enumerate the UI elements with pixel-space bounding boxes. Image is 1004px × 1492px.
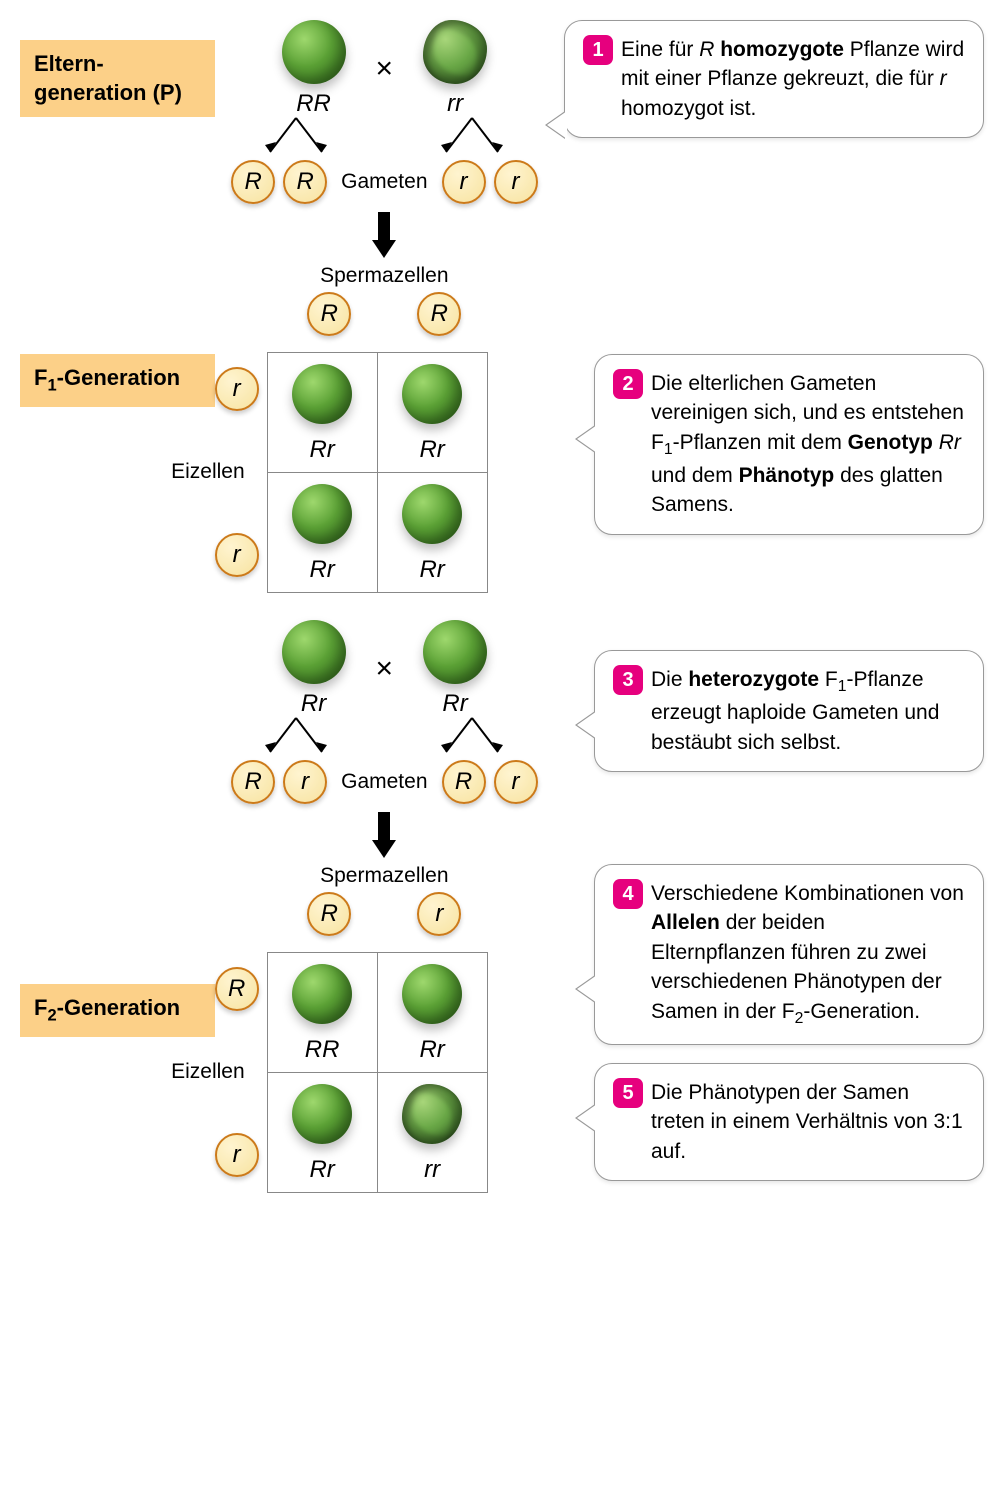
f1-punnett-row: F1-Generation Spermazellen R R r Eizelle… [20,264,984,602]
punnett-cell: Rr [267,472,377,592]
punnett-cell: rr [377,1072,487,1192]
gamete-R: R [283,160,327,204]
cross-symbol: × [376,652,394,686]
callout-badge-1: 1 [583,35,613,65]
callout-text-4: Verschiedene Kombina­tionen von Allelen … [651,879,965,1030]
pea-smooth [402,364,462,424]
punnett-cell: Rr [377,352,487,472]
arrow-down-icon [378,812,390,840]
sperm-gamete: R [307,892,351,936]
sperm-gamete: R [417,292,461,336]
gamete-r: r [494,160,538,204]
callout-badge-2: 2 [613,369,643,399]
f2-generation-label: F2-Generation [20,984,215,1037]
p-parent2-pea-wrinkled [423,20,487,84]
split-arrow-icon [432,714,512,760]
arrow-down-icon [378,212,390,240]
pea-smooth [402,964,462,1024]
callout-1: 1 Eine für R homozygote Pflanze wird mit… [564,20,984,138]
callout-5: 5 Die Phänotypen der Samen treten in ein… [594,1063,984,1181]
egg-gamete: r [215,1133,259,1177]
sperm-gamete: r [417,892,461,936]
split-arrow-icon [432,114,512,160]
callout-3: 3 Die heterozygote F1-Pflanze erzeugt ha… [594,650,984,772]
f1-self-cross-row: Rr × Rr R r Gameten R r 3 [20,620,984,858]
p-generation-row: Eltern-generation (P) RR × rr R R Gamete… [20,20,984,258]
eizellen-label: Eizellen [171,460,245,484]
callout-text-3: Die heterozygote F1-Pflanze erzeugt hapl… [651,665,965,757]
gamete-r: r [283,760,327,804]
egg-gamete: r [215,367,259,411]
punnett-cell: Rr [267,1072,377,1192]
punnett-cell: RR [267,952,377,1072]
split-arrow-icon [256,114,336,160]
gameten-label: Gameten [341,770,427,794]
arrow-down-icon [372,240,396,258]
p-generation-label: Eltern-generation (P) [20,40,215,117]
pea-smooth [402,484,462,544]
callout-badge-3: 3 [613,665,643,695]
spermazellen-label: Spermazellen [215,264,554,288]
gameten-label: Gameten [341,170,427,194]
egg-gamete: r [215,533,259,577]
gamete-R: R [231,160,275,204]
f2-punnett-row: F2-Generation Spermazellen R r R Eizelle… [20,864,984,1202]
gamete-R: R [442,760,486,804]
pea-smooth [292,964,352,1024]
callout-badge-4: 4 [613,879,643,909]
f2-punnett-square: RR Rr Rr rr [267,952,488,1193]
sperm-gamete: R [307,292,351,336]
p-parent1-pea-smooth [282,20,346,84]
cross-symbol: × [376,52,394,86]
pea-wrinkled [402,1084,462,1144]
pea-smooth [292,1084,352,1144]
pea-smooth [292,484,352,544]
callout-text-2: Die elterlichen Gameten vereinigen sich,… [651,369,965,520]
gamete-R: R [231,760,275,804]
f1-parent1-pea-smooth [282,620,346,684]
spermazellen-label: Spermazellen [215,864,554,888]
f1-punnett-square: Rr Rr Rr Rr [267,352,488,593]
f1-generation-label: F1-Generation [20,354,215,407]
callout-2: 2 Die elterlichen Gameten vereinigen sic… [594,354,984,535]
gamete-r: r [442,160,486,204]
gamete-r: r [494,760,538,804]
eizellen-label: Eizellen [171,1060,245,1084]
punnett-cell: Rr [267,352,377,472]
f1-parent2-pea-smooth [423,620,487,684]
callout-text-1: Eine für R homozygote Pflanze wird mit e… [621,35,965,123]
pea-smooth [292,364,352,424]
egg-gamete: R [215,967,259,1011]
callout-text-5: Die Phänotypen der Samen treten in einem… [651,1078,965,1166]
arrow-down-icon [372,840,396,858]
split-arrow-icon [256,714,336,760]
callout-badge-5: 5 [613,1078,643,1108]
punnett-cell: Rr [377,472,487,592]
callout-4: 4 Verschiedene Kombina­tionen von Allele… [594,864,984,1045]
punnett-cell: Rr [377,952,487,1072]
